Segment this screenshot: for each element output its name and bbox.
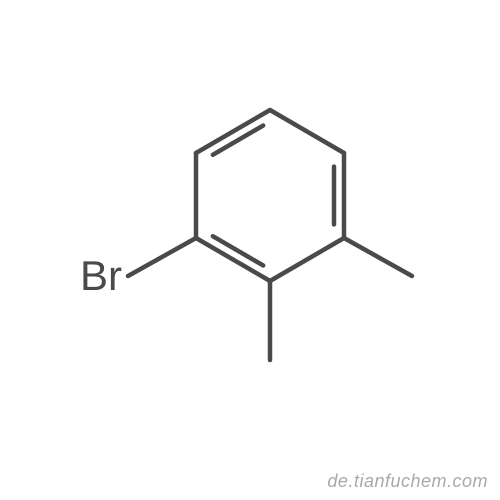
molecule-drawing: Br — [80, 110, 412, 360]
molecule-canvas: Br — [0, 0, 500, 500]
atom-label-br: Br — [80, 252, 122, 299]
